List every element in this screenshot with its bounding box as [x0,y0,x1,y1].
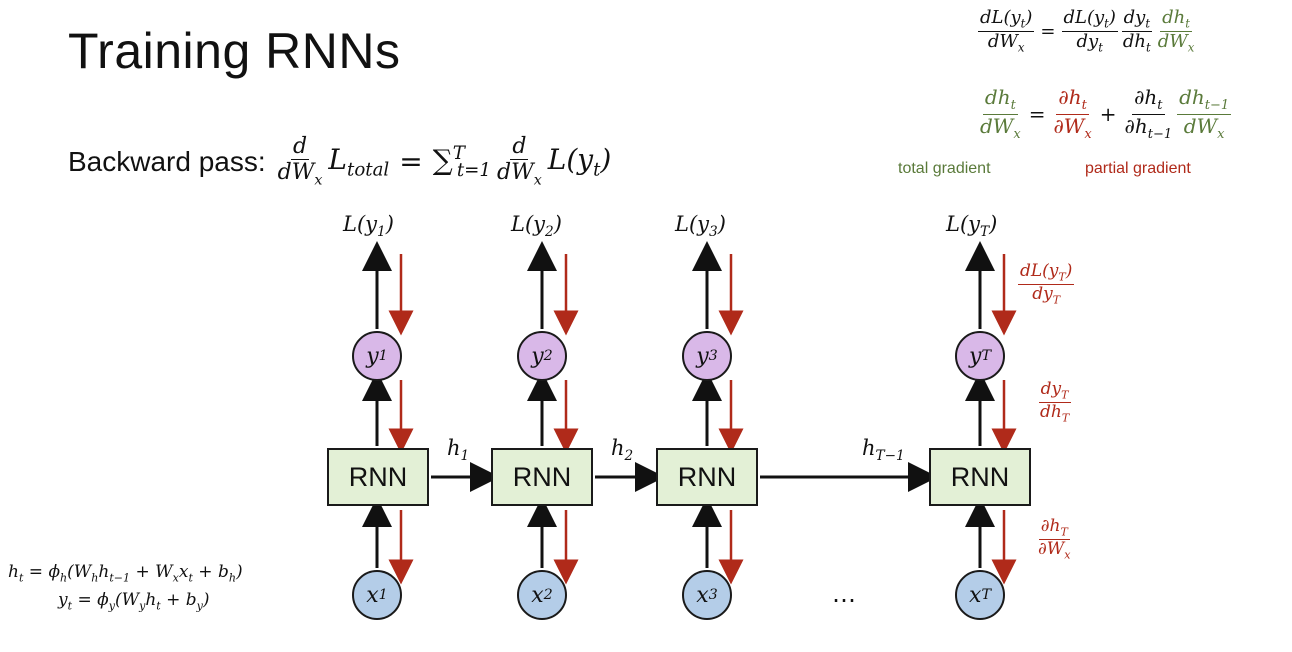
partial-gradient-label: partial gradient [1085,160,1191,177]
hidden-label-hT-1: hT−1 [862,436,905,465]
backward-pass-formula: Backward pass: d dWx Ltotal = ∑Tt=1 d dW… [68,134,612,189]
output-equation: yt = ϕy(Wyht + by) [58,590,210,613]
hidden-label-h1: h1 [447,436,470,465]
rnn-cell-3: RNN [656,448,758,506]
loss-total: Ltotal [328,142,390,181]
loss-label-1: L(y1) [343,212,394,241]
sum-symbol: ∑Tt=1 [432,142,491,181]
grad-dL-dyT: dL(yT) dyT [1018,261,1075,307]
rnn-cell-T: RNN [929,448,1031,506]
page-title: Training RNNs [68,23,401,79]
ellipsis: … [832,580,856,608]
total-gradient-label: total gradient [898,160,991,177]
loss-label-T: L(yT) [946,212,998,241]
chain-rule-equation: dL(yt) dWx = dL(yt) dyt dyt dht dht dWx [978,7,1195,55]
total-gradient-term: dht dWx [1157,7,1195,55]
hidden-label-h2: h2 [611,436,634,465]
rnn-cell-1: RNN [327,448,429,506]
recursive-gradient-equation: dht dWx = ∂ht ∂Wx + ∂ht ∂ht−1 dht−1 dWx [980,85,1232,142]
loss-label-3: L(y3) [675,212,726,241]
backward-pass-label: Backward pass: [68,145,266,177]
d-dwx-fraction-2: d dWx [496,134,542,189]
hidden-state-equation: ht = ϕh(Whht−1 + Wxxt + bh) [8,562,243,585]
loss-yt: L(yt) [547,142,612,181]
d-dwx-fraction: d dWx [277,134,323,189]
loss-label-2: L(y2) [511,212,562,241]
grad-dhT-dWx: ∂hT ∂Wx [1038,516,1071,562]
rnn-cell-2: RNN [491,448,593,506]
grad-dyT-dhT: dyT dhT [1038,379,1071,425]
partial-gradient-term: ∂ht ∂Wx [1053,85,1092,142]
